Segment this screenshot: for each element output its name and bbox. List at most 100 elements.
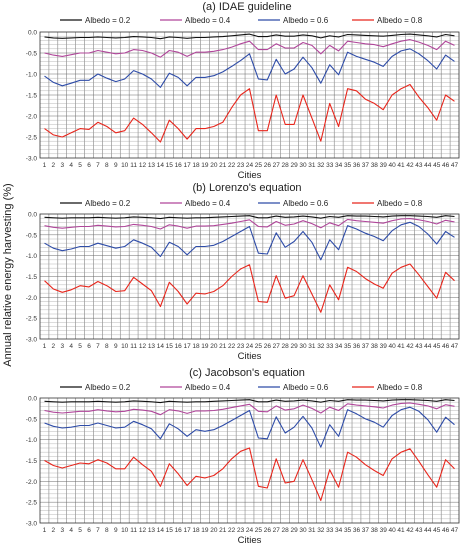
x-tick-label-b: 15 — [166, 343, 174, 350]
x-tick-label-a: 15 — [166, 162, 174, 169]
x-tick-label-c: 43 — [415, 527, 423, 534]
x-tick-label-c: 36 — [353, 527, 361, 534]
x-tick-label-b: 10 — [121, 343, 129, 350]
x-tick-label-b: 33 — [326, 343, 334, 350]
x-tick-label-b: 21 — [219, 343, 227, 350]
x-tick-label-b: 40 — [389, 343, 397, 350]
x-tick-label-a: 8 — [105, 162, 109, 169]
x-tick-label-b: 22 — [228, 343, 236, 350]
x-tick-label-a: 29 — [290, 162, 298, 169]
x-tick-label-c: 27 — [273, 527, 281, 534]
x-tick-label-b: 14 — [157, 343, 165, 350]
x-tick-label-a: 26 — [264, 162, 272, 169]
y-tick-label-c: -2.0 — [26, 479, 38, 486]
y-tick-label-c: -3.0 — [26, 521, 38, 528]
x-tick-label-a: 6 — [87, 162, 91, 169]
series-line-c-0 — [44, 399, 455, 404]
plot-area-c: 0.0-0.5-1.0-1.5-2.0-2.5-3.01 2 3 4 5 6 7 8 9 10 11… — [26, 396, 460, 546]
x-tick-label-c: 5 — [78, 527, 82, 534]
x-tick-label-a: 33 — [326, 162, 334, 169]
legend-label-b-1: Albedo = 0.4 — [185, 199, 231, 208]
x-tick-label-a: 1 — [43, 162, 47, 169]
x-tick-label-a: 28 — [282, 162, 290, 169]
y-tick-label-a: -3.0 — [26, 156, 38, 163]
y-tick-label-c: -0.5 — [26, 416, 38, 423]
x-tick-label-b: 1 — [43, 343, 47, 350]
legend-label-a-3: Albedo = 0.8 — [377, 16, 423, 25]
legend-entry-c-1: Albedo = 0.4 — [160, 383, 231, 392]
x-tick-label-b: 7 — [96, 343, 100, 350]
x-tick-label-b: 46 — [442, 343, 450, 350]
y-tick-label-c: -2.5 — [26, 500, 38, 507]
legend-label-b-3: Albedo = 0.8 — [377, 199, 423, 208]
series-line-a-2 — [44, 48, 455, 88]
x-tick-label-c: 34 — [335, 527, 343, 534]
y-tick-label-b: -1.0 — [26, 253, 38, 260]
x-tick-label-c: 10 — [121, 527, 129, 534]
legend-entry-c-3: Albedo = 0.8 — [352, 383, 423, 392]
legend-c: Albedo = 0.2 Albedo = 0.4 Albedo = 0.6 A… — [60, 383, 423, 392]
y-tick-label-c: -1.5 — [26, 458, 38, 465]
x-tick-label-b: 13 — [148, 343, 156, 350]
x-tick-label-a: 3 — [60, 162, 64, 169]
x-tick-label-a: 13 — [148, 162, 156, 169]
plot-area-a: 0.0-0.5-1.0-1.5-2.0-2.5-3.01 2 3 4 5 6 7 8 9 10 11… — [26, 30, 460, 181]
x-tick-label-c: 38 — [371, 527, 379, 534]
x-tick-label-c: 18 — [192, 527, 200, 534]
x-tick-label-c: 23 — [237, 527, 245, 534]
x-tick-label-a: 9 — [114, 162, 118, 169]
x-tick-label-b: 44 — [424, 343, 432, 350]
x-tick-label-b: 5 — [78, 343, 82, 350]
y-tick-label-a: -2.0 — [26, 114, 38, 121]
legend-label-a-1: Albedo = 0.4 — [185, 16, 231, 25]
y-tick-label-b: -0.5 — [26, 232, 38, 239]
series-line-b-3 — [44, 263, 455, 313]
legend-entry-b-2: Albedo = 0.6 — [258, 199, 329, 208]
legend-entry-a-3: Albedo = 0.8 — [352, 16, 423, 25]
x-tick-label-b: 23 — [237, 343, 245, 350]
series-line-c-3 — [44, 447, 455, 502]
x-tick-label-b: 32 — [317, 343, 325, 350]
chart-panel-a: (a) IDAE guideline Albedo = 0.2 Albedo =… — [26, 1, 460, 181]
x-tick-label-c: 24 — [246, 527, 254, 534]
figure-ylabel: Annual relative energy harvesting (%) — [2, 183, 14, 366]
y-tick-label-b: -2.0 — [26, 295, 38, 302]
x-axis-label-a: Cities — [238, 170, 262, 181]
x-tick-label-c: 39 — [380, 527, 388, 534]
legend-label-c-2: Albedo = 0.6 — [283, 383, 329, 392]
x-tick-label-b: 18 — [192, 343, 200, 350]
x-tick-label-c: 40 — [389, 527, 397, 534]
x-tick-label-a: 22 — [228, 162, 236, 169]
y-tick-label-b: -3.0 — [26, 337, 38, 344]
legend-label-b-2: Albedo = 0.6 — [283, 199, 329, 208]
legend-label-a-2: Albedo = 0.6 — [283, 16, 329, 25]
x-tick-label-a: 19 — [201, 162, 209, 169]
x-tick-label-a: 10 — [121, 162, 129, 169]
x-tick-label-c: 26 — [264, 527, 272, 534]
x-tick-label-a: 12 — [139, 162, 147, 169]
x-tick-label-a: 37 — [362, 162, 370, 169]
y-tick-label-c: -1.0 — [26, 437, 38, 444]
legend-b: Albedo = 0.2 Albedo = 0.4 Albedo = 0.6 A… — [60, 199, 423, 208]
x-tick-label-b: 26 — [264, 343, 272, 350]
x-axis-label-c: Cities — [238, 535, 262, 546]
x-tick-label-b: 27 — [273, 343, 281, 350]
x-tick-label-c: 7 — [96, 527, 100, 534]
series-line-b-0 — [44, 215, 455, 220]
x-tick-label-b: 19 — [201, 343, 209, 350]
x-tick-label-a: 36 — [353, 162, 361, 169]
x-tick-label-c: 16 — [175, 527, 183, 534]
x-tick-label-a: 31 — [308, 162, 316, 169]
x-tick-label-c: 4 — [69, 527, 73, 534]
x-tick-label-a: 47 — [451, 162, 459, 169]
y-tick-label-a: 0.0 — [28, 30, 37, 37]
x-tick-label-c: 29 — [290, 527, 298, 534]
x-tick-label-b: 42 — [406, 343, 414, 350]
legend-entry-b-1: Albedo = 0.4 — [160, 199, 231, 208]
x-tick-label-b: 25 — [255, 343, 263, 350]
x-tick-label-c: 11 — [130, 527, 137, 534]
x-tick-label-c: 35 — [344, 527, 352, 534]
legend-entry-c-2: Albedo = 0.6 — [258, 383, 329, 392]
x-tick-label-c: 41 — [397, 527, 405, 534]
